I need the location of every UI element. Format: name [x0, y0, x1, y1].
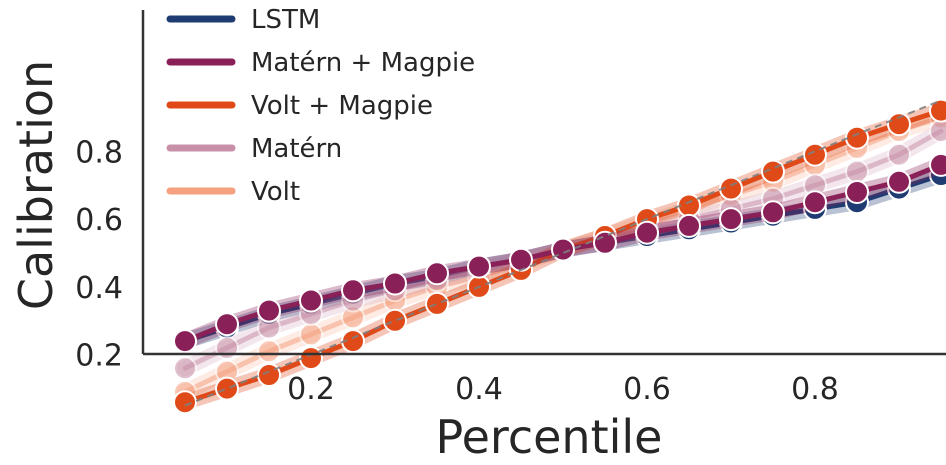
- legend-item-volt-magpie: Volt + Magpie: [166, 91, 433, 121]
- data-point: [299, 322, 323, 347]
- data-point: [929, 119, 946, 143]
- y-tick-label: 0.2: [75, 339, 123, 374]
- data-point: [341, 278, 365, 303]
- data-point: [677, 193, 701, 218]
- data-point: [677, 213, 701, 238]
- data-point: [173, 356, 197, 381]
- data-point: [173, 390, 197, 415]
- data-point: [299, 288, 323, 313]
- y-tick-labels: 0.2 0.4 0.6 0.8: [75, 135, 123, 373]
- x-tick-label: 0.8: [791, 372, 839, 407]
- data-point: [845, 180, 869, 204]
- data-point: [383, 308, 407, 333]
- data-point: [593, 230, 617, 255]
- data-point: [215, 376, 239, 401]
- data-point: [425, 291, 449, 316]
- data-point: [215, 335, 239, 360]
- legend-label: Volt + Magpie: [251, 91, 433, 121]
- legend-item-lstm: LSTM: [166, 5, 320, 35]
- y-tick-label: 0.4: [75, 271, 123, 306]
- data-point: [383, 271, 407, 296]
- data-point: [803, 142, 827, 167]
- data-point: [929, 98, 946, 123]
- data-point: [887, 112, 911, 137]
- data-point: [551, 237, 575, 262]
- data-point: [341, 329, 365, 354]
- y-axis-label: Calibration: [9, 60, 63, 310]
- legend-label: LSTM: [251, 5, 320, 35]
- data-point: [845, 125, 869, 150]
- legend: LSTM Matérn + Magpie Volt + Magpie Matérn Vo…: [166, 5, 475, 207]
- legend-label: Matérn: [251, 134, 342, 164]
- series-layer: [173, 98, 946, 415]
- legend-item-matern-magpie: Matérn + Magpie: [166, 48, 475, 78]
- legend-item-volt: Volt: [166, 177, 300, 207]
- data-point: [929, 152, 946, 177]
- data-point: [635, 220, 659, 245]
- data-point: [887, 142, 911, 167]
- axes-layer: 0.2 0.4 0.6 0.8 0.2 0.4 0.6 0.8 Percentile Cal…: [9, 10, 946, 464]
- data-point: [509, 247, 533, 272]
- data-point: [257, 339, 281, 364]
- x-tick-labels: 0.2 0.4 0.6 0.8: [287, 372, 839, 407]
- x-tick-label: 0.4: [455, 372, 503, 407]
- data-point: [719, 207, 743, 232]
- x-tick-label: 0.2: [287, 372, 335, 407]
- series-matern-magpie: [173, 152, 946, 354]
- data-point: [467, 254, 491, 279]
- data-point: [761, 200, 785, 225]
- data-point: [215, 312, 239, 337]
- data-point: [257, 363, 281, 387]
- x-tick-label: 0.6: [623, 372, 671, 407]
- legend-item-matern: Matérn: [166, 134, 342, 164]
- x-axis-label: Percentile: [436, 410, 663, 461]
- data-point: [299, 346, 323, 371]
- data-point: [173, 329, 197, 354]
- legend-label: Volt: [251, 177, 300, 207]
- y-tick-label: 0.8: [75, 135, 123, 170]
- legend-label: Matérn + Magpie: [251, 48, 475, 78]
- y-tick-label: 0.6: [75, 203, 123, 238]
- data-point: [425, 261, 449, 286]
- data-point: [887, 169, 911, 194]
- data-point: [803, 190, 827, 215]
- data-point: [845, 159, 869, 184]
- data-point: [257, 298, 281, 323]
